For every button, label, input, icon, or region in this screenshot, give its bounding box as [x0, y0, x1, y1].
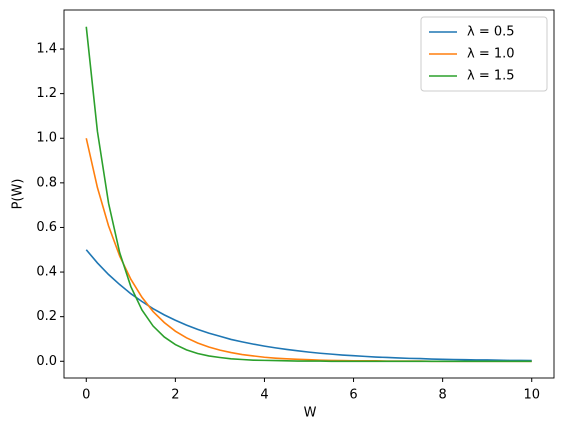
y-tick-label: 0.0	[36, 354, 57, 369]
y-tick-label: 0.6	[36, 220, 57, 235]
y-tick-label: 0.2	[36, 309, 57, 324]
x-tick-label: 0	[82, 388, 90, 403]
x-tick-label: 10	[523, 388, 540, 403]
x-tick-label: 4	[260, 388, 268, 403]
y-tick-label: 1.2	[36, 86, 57, 101]
y-tick-label: 1.4	[36, 42, 57, 57]
y-tick-label: 0.4	[36, 265, 57, 280]
y-tick-label: 0.8	[36, 175, 57, 190]
line	[85, 26, 532, 363]
legend-label: λ = 0.5	[467, 25, 515, 40]
legend-box	[420, 16, 548, 92]
line	[85, 249, 532, 362]
y-axis-label: P(W)	[11, 179, 26, 210]
plot-frame	[63, 9, 555, 379]
x-tick-label: 2	[171, 388, 179, 403]
x-axis-label: W	[304, 406, 317, 421]
line	[85, 138, 532, 363]
y-tick-label: 1.0	[36, 131, 57, 146]
legend-label: λ = 1.0	[467, 47, 515, 62]
legend-label: λ = 1.5	[467, 69, 515, 84]
x-tick-label: 6	[349, 388, 357, 403]
x-tick-label: 8	[438, 388, 446, 403]
